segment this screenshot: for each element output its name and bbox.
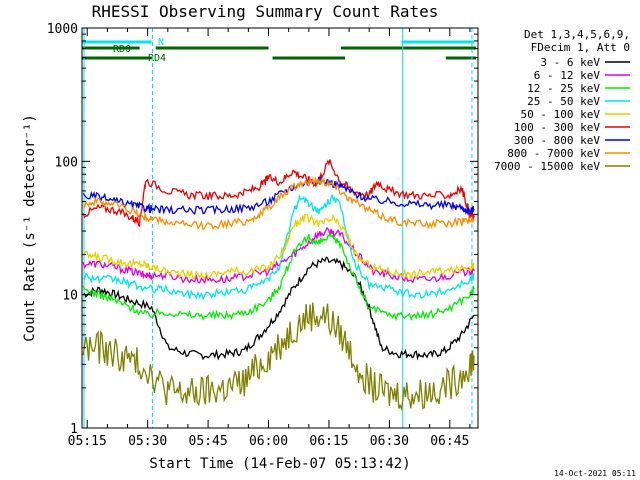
legend-entry: 100 - 300 keV: [514, 121, 600, 134]
legend-header: FDecim 1, Att 0: [531, 41, 630, 54]
plot-series: [82, 159, 475, 412]
x-tick-label: 05:45: [189, 434, 228, 449]
legend-header: Det 1,3,4,5,6,9,: [524, 28, 630, 41]
y-tick-label: 1000: [47, 22, 78, 37]
flag-label-n: N: [158, 37, 164, 48]
legend-entry: 3 - 6 keV: [540, 56, 600, 69]
legend-entry: 25 - 50 keV: [527, 95, 600, 108]
y-tick-label: 100: [55, 155, 78, 170]
series-line: [82, 226, 475, 285]
x-tick-label: 06:30: [370, 434, 409, 449]
x-tick-label: 05:15: [68, 434, 107, 449]
legend: Det 1,3,4,5,6,9,FDecim 1, Att 0 3 - 6 keV…: [494, 28, 630, 173]
series-line: [82, 159, 475, 228]
flag-label-rd4: RD4: [148, 53, 166, 64]
y-axis-label: Count Rate (s⁻¹ detector⁻¹): [22, 114, 38, 342]
series-line: [82, 302, 475, 412]
legend-entry: 300 - 800 keV: [514, 134, 600, 147]
series-line: [82, 175, 475, 231]
plot-frame: [81, 27, 479, 429]
legend-entry: 800 - 7000 keV: [507, 147, 600, 160]
legend-entry: 6 - 12 keV: [534, 69, 601, 82]
x-tick-label: 06:00: [249, 434, 288, 449]
footer-timestamp: 14-Oct-2021 05:11: [554, 469, 636, 478]
series-line: [82, 256, 475, 361]
series-line: [82, 176, 475, 216]
x-tick-label: 06:15: [309, 434, 348, 449]
flag-bars: N RD0 RD4: [82, 37, 476, 64]
x-tick-label: 05:30: [128, 434, 167, 449]
y-tick-label: 1: [70, 422, 78, 437]
legend-entry: 7000 - 15000 keV: [494, 160, 600, 173]
chart-title: RHESSI Observing Summary Count Rates: [92, 2, 439, 21]
axes: 1 10 100 1000 05:15 05:30 05:45 06:00 06:15 06:30…: [47, 22, 478, 449]
series-line: [82, 232, 475, 322]
series-line: [82, 193, 475, 301]
x-axis-label: Start Time (14-Feb-07 05:13:42): [149, 456, 410, 472]
legend-entry: 50 - 100 keV: [521, 108, 601, 121]
legend-entry: 12 - 25 keV: [527, 82, 600, 95]
sun-lines: [83, 28, 473, 428]
flag-label-rd0: RD0: [113, 44, 131, 55]
series-line: [82, 213, 475, 282]
y-tick-label: 10: [62, 289, 78, 304]
x-tick-label: 06:45: [430, 434, 469, 449]
